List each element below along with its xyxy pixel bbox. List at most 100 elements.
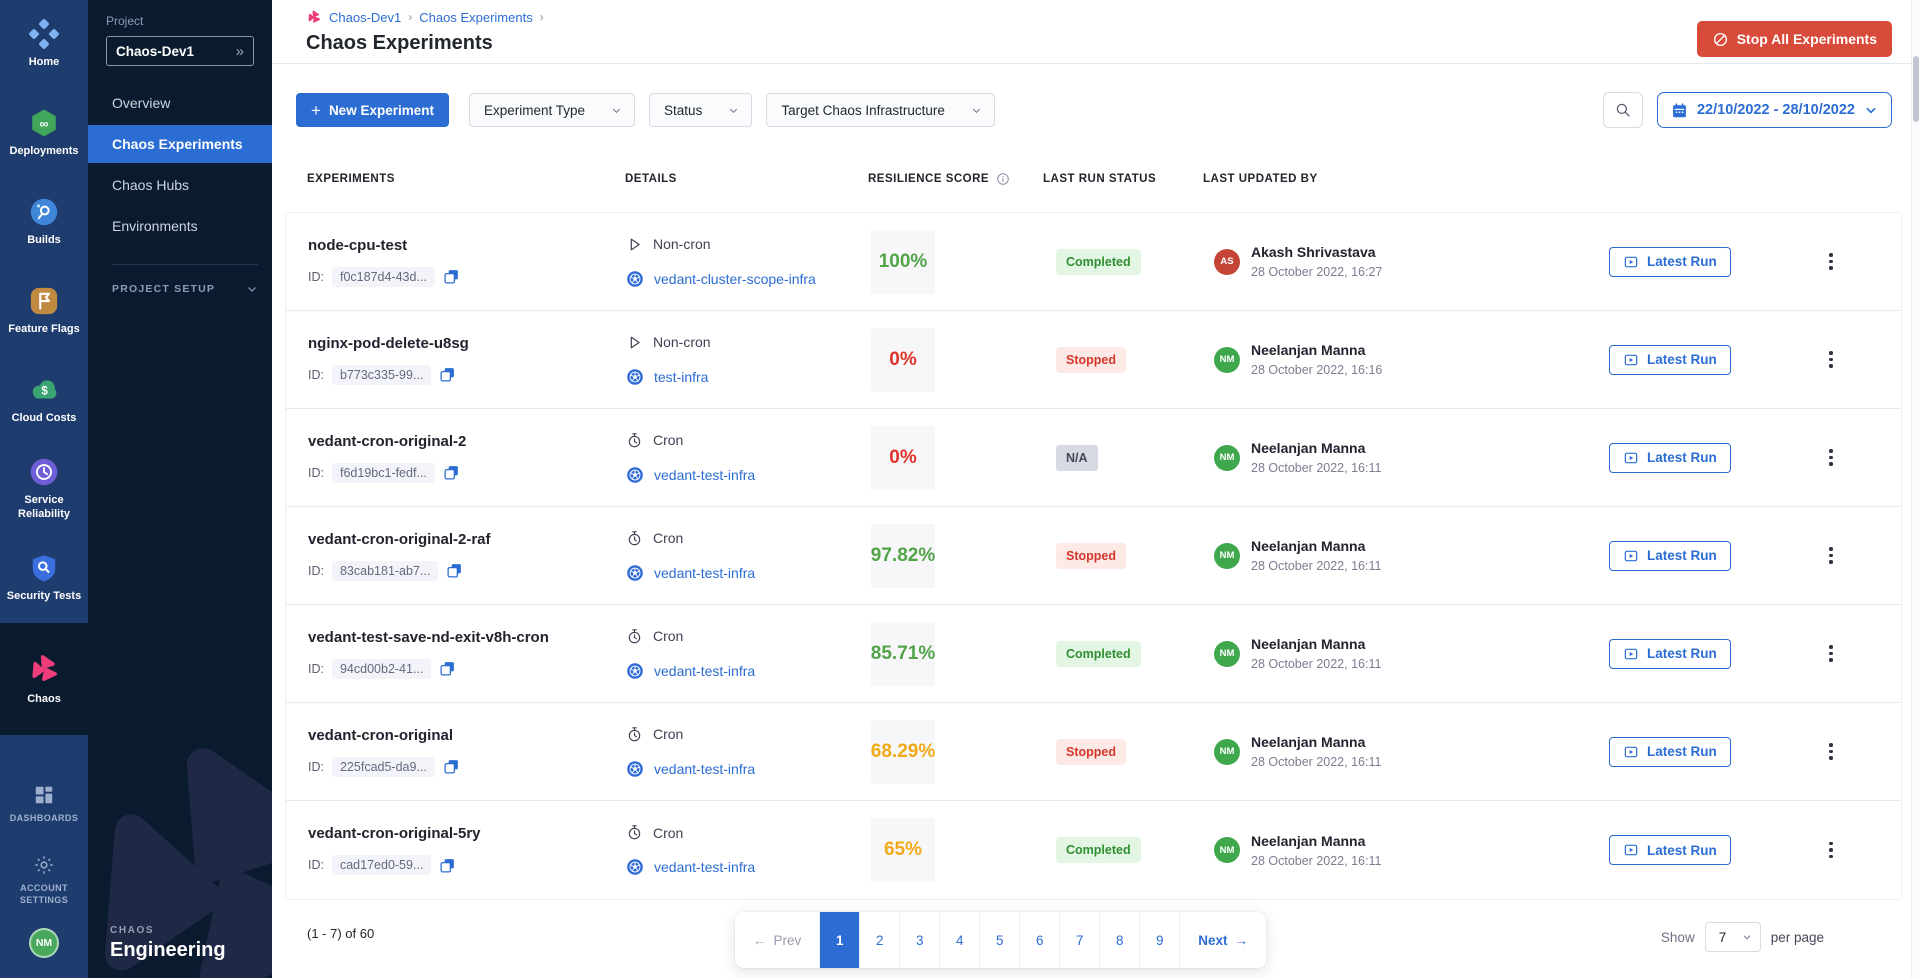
breadcrumb-separator: › (539, 10, 544, 24)
status-badge: Completed (1056, 248, 1141, 275)
rail-item-account-settings[interactable]: ACCOUNT SETTINGS (0, 842, 88, 918)
vertical-scrollbar[interactable] (1911, 0, 1920, 978)
page-button-4[interactable]: 4 (940, 912, 981, 968)
status-filter[interactable]: Status (649, 93, 753, 127)
page-size-select[interactable]: 7 (1704, 922, 1761, 952)
copy-icon[interactable] (439, 366, 456, 383)
experiment-name[interactable]: vedant-cron-original-2 (308, 432, 467, 450)
row-menu-kebab-icon[interactable] (1823, 836, 1839, 865)
infrastructure-link[interactable]: vedant-test-infra (654, 760, 756, 777)
page-button-1[interactable]: 1 (820, 912, 861, 968)
latest-run-button[interactable]: Latest Run (1609, 835, 1731, 865)
copy-icon[interactable] (443, 758, 460, 775)
project-selector[interactable]: Chaos-Dev1 » (106, 36, 254, 66)
stopwatch-icon (626, 432, 643, 449)
experiment-name[interactable]: vedant-cron-original-2-raf (308, 530, 491, 548)
latest-run-label: Latest Run (1647, 744, 1717, 759)
experiment-name[interactable]: node-cpu-test (308, 236, 408, 254)
calendar-icon (1671, 102, 1688, 119)
breadcrumb-page[interactable]: Chaos Experiments (419, 9, 533, 25)
row-menu-kebab-icon[interactable] (1823, 443, 1839, 472)
user-avatar[interactable]: NM (29, 928, 59, 958)
infrastructure-line: vedant-cluster-scope-infra (626, 270, 869, 288)
experiment-name[interactable]: vedant-test-save-nd-exit-v8h-cron (308, 628, 549, 646)
expand-chevrons-icon[interactable]: » (235, 42, 244, 60)
stop-all-experiments-button[interactable]: Stop All Experiments (1696, 21, 1892, 57)
prev-page-button[interactable]: ← Prev (735, 912, 821, 968)
chaos-icon (27, 652, 61, 686)
rail-item-home[interactable]: Home (0, 0, 88, 89)
rail-item-deployments[interactable]: ∞ Deployments (0, 89, 88, 178)
copy-icon[interactable] (439, 660, 456, 677)
rail-item-security-tests[interactable]: Security Tests (0, 534, 88, 623)
copy-icon[interactable] (443, 464, 460, 481)
info-icon[interactable] (996, 172, 1010, 186)
copy-icon[interactable] (443, 268, 460, 285)
rail-item-feature-flags[interactable]: Feature Flags (0, 267, 88, 356)
infrastructure-link[interactable]: vedant-test-infra (654, 859, 756, 875)
row-menu-kebab-icon[interactable] (1823, 639, 1839, 668)
table-row: node-cpu-test ID: f0c187d4-43d... Non-cr… (286, 213, 1901, 311)
status-cell: Completed (1044, 248, 1204, 275)
rail-item-service-reliability[interactable]: Service Reliability (0, 445, 88, 534)
experiment-type-filter[interactable]: Experiment Type (468, 93, 636, 127)
copy-icon[interactable] (446, 562, 463, 579)
target-infrastructure-filter[interactable]: Target Chaos Infrastructure (766, 93, 995, 127)
status-cell: Stopped (1044, 738, 1204, 765)
date-range-picker[interactable]: 22/10/2022 - 28/10/2022 (1656, 92, 1892, 128)
sidebar-item-environments[interactable]: Environments (112, 218, 198, 234)
page-button-7[interactable]: 7 (1060, 912, 1101, 968)
row-menu-kebab-icon[interactable] (1823, 541, 1839, 570)
details-cell: Cron vedant-test-infra (626, 824, 869, 876)
avatar: NM (1214, 738, 1240, 765)
scrollbar-thumb[interactable] (1913, 56, 1919, 122)
latest-run-button[interactable]: Latest Run (1609, 344, 1731, 375)
experiment-name[interactable]: nginx-pod-delete-u8sg (308, 334, 469, 352)
new-experiment-button[interactable]: + New Experiment (296, 93, 449, 127)
infrastructure-link[interactable]: vedant-test-infra (654, 466, 756, 483)
schedule-line: Cron (626, 824, 869, 841)
latest-run-button[interactable]: Latest Run (1609, 736, 1731, 767)
row-menu-kebab-icon[interactable] (1823, 345, 1839, 374)
status-badge: Stopped (1056, 738, 1126, 765)
security-tests-icon (29, 553, 59, 583)
rail-item-cloud-costs[interactable]: $ Cloud Costs (0, 356, 88, 445)
copy-icon[interactable] (439, 857, 456, 874)
latest-run-button[interactable]: Latest Run (1609, 540, 1731, 571)
infrastructure-link[interactable]: test-infra (654, 368, 709, 385)
experiment-name[interactable]: vedant-cron-original-5ry (308, 825, 481, 842)
sidebar-item-chaos-experiments[interactable]: Chaos Experiments (88, 125, 272, 163)
updated-date: 28 October 2022, 16:11 (1251, 853, 1382, 868)
infrastructure-link[interactable]: vedant-test-infra (654, 662, 756, 679)
project-setup-section[interactable]: PROJECT SETUP (112, 264, 258, 295)
sidebar-item-chaos-hubs[interactable]: Chaos Hubs (112, 177, 190, 193)
play-icon (626, 236, 643, 253)
row-menu-kebab-icon[interactable] (1823, 247, 1839, 276)
rail-item-builds[interactable]: Builds (0, 178, 88, 267)
kubernetes-icon (626, 270, 644, 288)
latest-run-button[interactable]: Latest Run (1609, 638, 1731, 669)
page-button-9[interactable]: 9 (1140, 912, 1181, 968)
next-page-button[interactable]: Next → (1198, 932, 1249, 948)
sidebar-item-overview[interactable]: Overview (112, 95, 171, 111)
infrastructure-link[interactable]: vedant-cluster-scope-infra (654, 270, 816, 287)
latest-run-label: Latest Run (1647, 450, 1717, 465)
experiment-name[interactable]: vedant-cron-original (308, 726, 454, 744)
rail-item-chaos[interactable]: Chaos (0, 623, 88, 735)
page-button-8[interactable]: 8 (1100, 912, 1141, 968)
status-badge: Completed (1056, 837, 1141, 863)
page-button-2[interactable]: 2 (860, 912, 901, 968)
action-cell: Latest Run (1591, 246, 1761, 277)
row-menu-kebab-icon[interactable] (1823, 737, 1839, 766)
latest-run-button[interactable]: Latest Run (1609, 442, 1731, 473)
page-button-6[interactable]: 6 (1020, 912, 1061, 968)
page-button-5[interactable]: 5 (980, 912, 1021, 968)
breadcrumb-project[interactable]: Chaos-Dev1 (329, 9, 402, 25)
page-button-3[interactable]: 3 (900, 912, 941, 968)
search-button[interactable] (1602, 92, 1643, 128)
infrastructure-link[interactable]: vedant-test-infra (654, 564, 756, 581)
latest-run-button[interactable]: Latest Run (1609, 246, 1731, 277)
details-cell: Cron vedant-test-infra (626, 530, 869, 582)
rail-item-dashboards[interactable]: DASHBOARDS (0, 766, 88, 842)
